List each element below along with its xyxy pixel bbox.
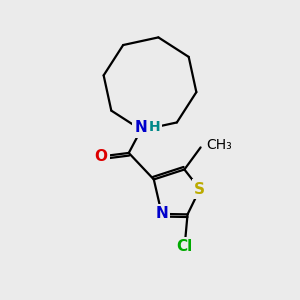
Text: O: O — [94, 149, 107, 164]
Text: S: S — [194, 182, 205, 197]
Text: N: N — [134, 120, 147, 135]
Text: CH₃: CH₃ — [206, 138, 232, 152]
Text: N: N — [155, 206, 168, 221]
Text: H: H — [148, 120, 160, 134]
Text: Cl: Cl — [176, 239, 193, 254]
